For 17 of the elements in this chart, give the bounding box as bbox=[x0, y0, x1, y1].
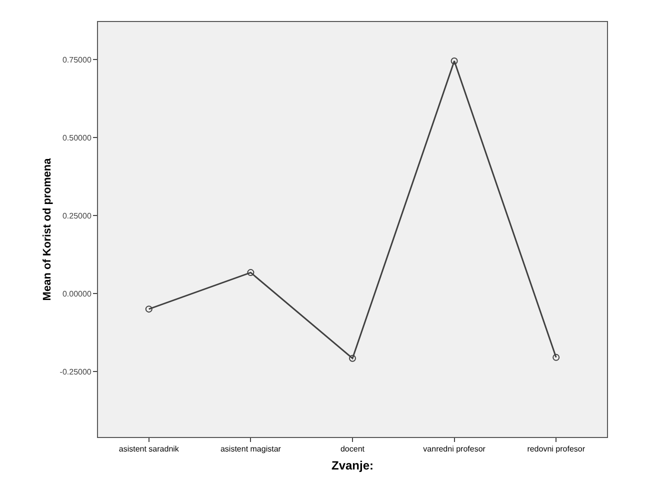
x-tick-label: asistent magistar bbox=[220, 444, 282, 454]
x-tick-label: vanredni profesor bbox=[423, 444, 486, 454]
point bbox=[552, 354, 560, 361]
y-tick-label: 0.75000 bbox=[62, 55, 92, 64]
point bbox=[349, 354, 356, 362]
x-tick-label: asistent saradnik bbox=[118, 444, 180, 454]
y-tick-label: 0.00000 bbox=[62, 289, 92, 298]
point bbox=[145, 306, 152, 313]
y-axis-title: Mean of Korist od promena bbox=[41, 157, 54, 301]
x-axis-title: Zvanje: bbox=[331, 458, 374, 472]
point bbox=[247, 269, 254, 276]
x-tick-label: docent bbox=[340, 444, 366, 454]
x-tick-label: redovni profesor bbox=[527, 444, 586, 454]
y-tick-label: -0.25000 bbox=[60, 367, 92, 376]
y-tick-label: 0.50000 bbox=[62, 133, 92, 142]
point bbox=[450, 58, 458, 64]
y-tick-label: 0.25000 bbox=[62, 211, 92, 220]
